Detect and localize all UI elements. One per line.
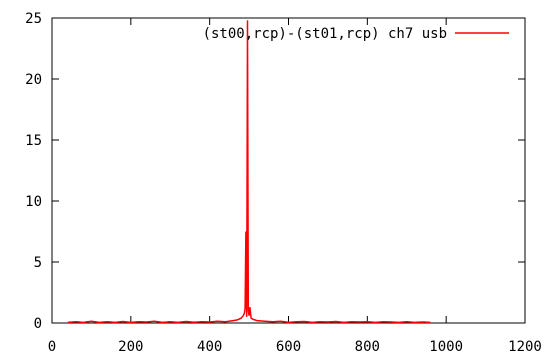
- series-line: [67, 20, 431, 324]
- y-tick-label: 25: [25, 11, 42, 27]
- plot-frame: [51, 17, 526, 324]
- x-tick-label: 1000: [429, 339, 463, 355]
- x-tick-label: 600: [276, 339, 301, 355]
- y-tick-label: 0: [34, 316, 42, 332]
- y-tick-label: 10: [25, 194, 42, 210]
- x-tick-label: 0: [48, 339, 56, 355]
- x-axis: 0 200 400 600 800 1000 1200: [48, 18, 542, 355]
- x-tick-label: 200: [118, 339, 143, 355]
- y-axis: 0 5 10 15 20 25: [25, 11, 525, 332]
- legend-label: (st00,rcp)-(st01,rcp) ch7 usb: [203, 26, 447, 42]
- y-tick-label: 5: [34, 255, 42, 271]
- y-tick-label: 15: [25, 133, 42, 149]
- x-tick-label: 1200: [508, 339, 542, 355]
- x-tick-label: 400: [197, 339, 222, 355]
- legend: (st00,rcp)-(st01,rcp) ch7 usb: [203, 26, 509, 42]
- x-tick-label: 800: [355, 339, 380, 355]
- y-tick-label: 20: [25, 72, 42, 88]
